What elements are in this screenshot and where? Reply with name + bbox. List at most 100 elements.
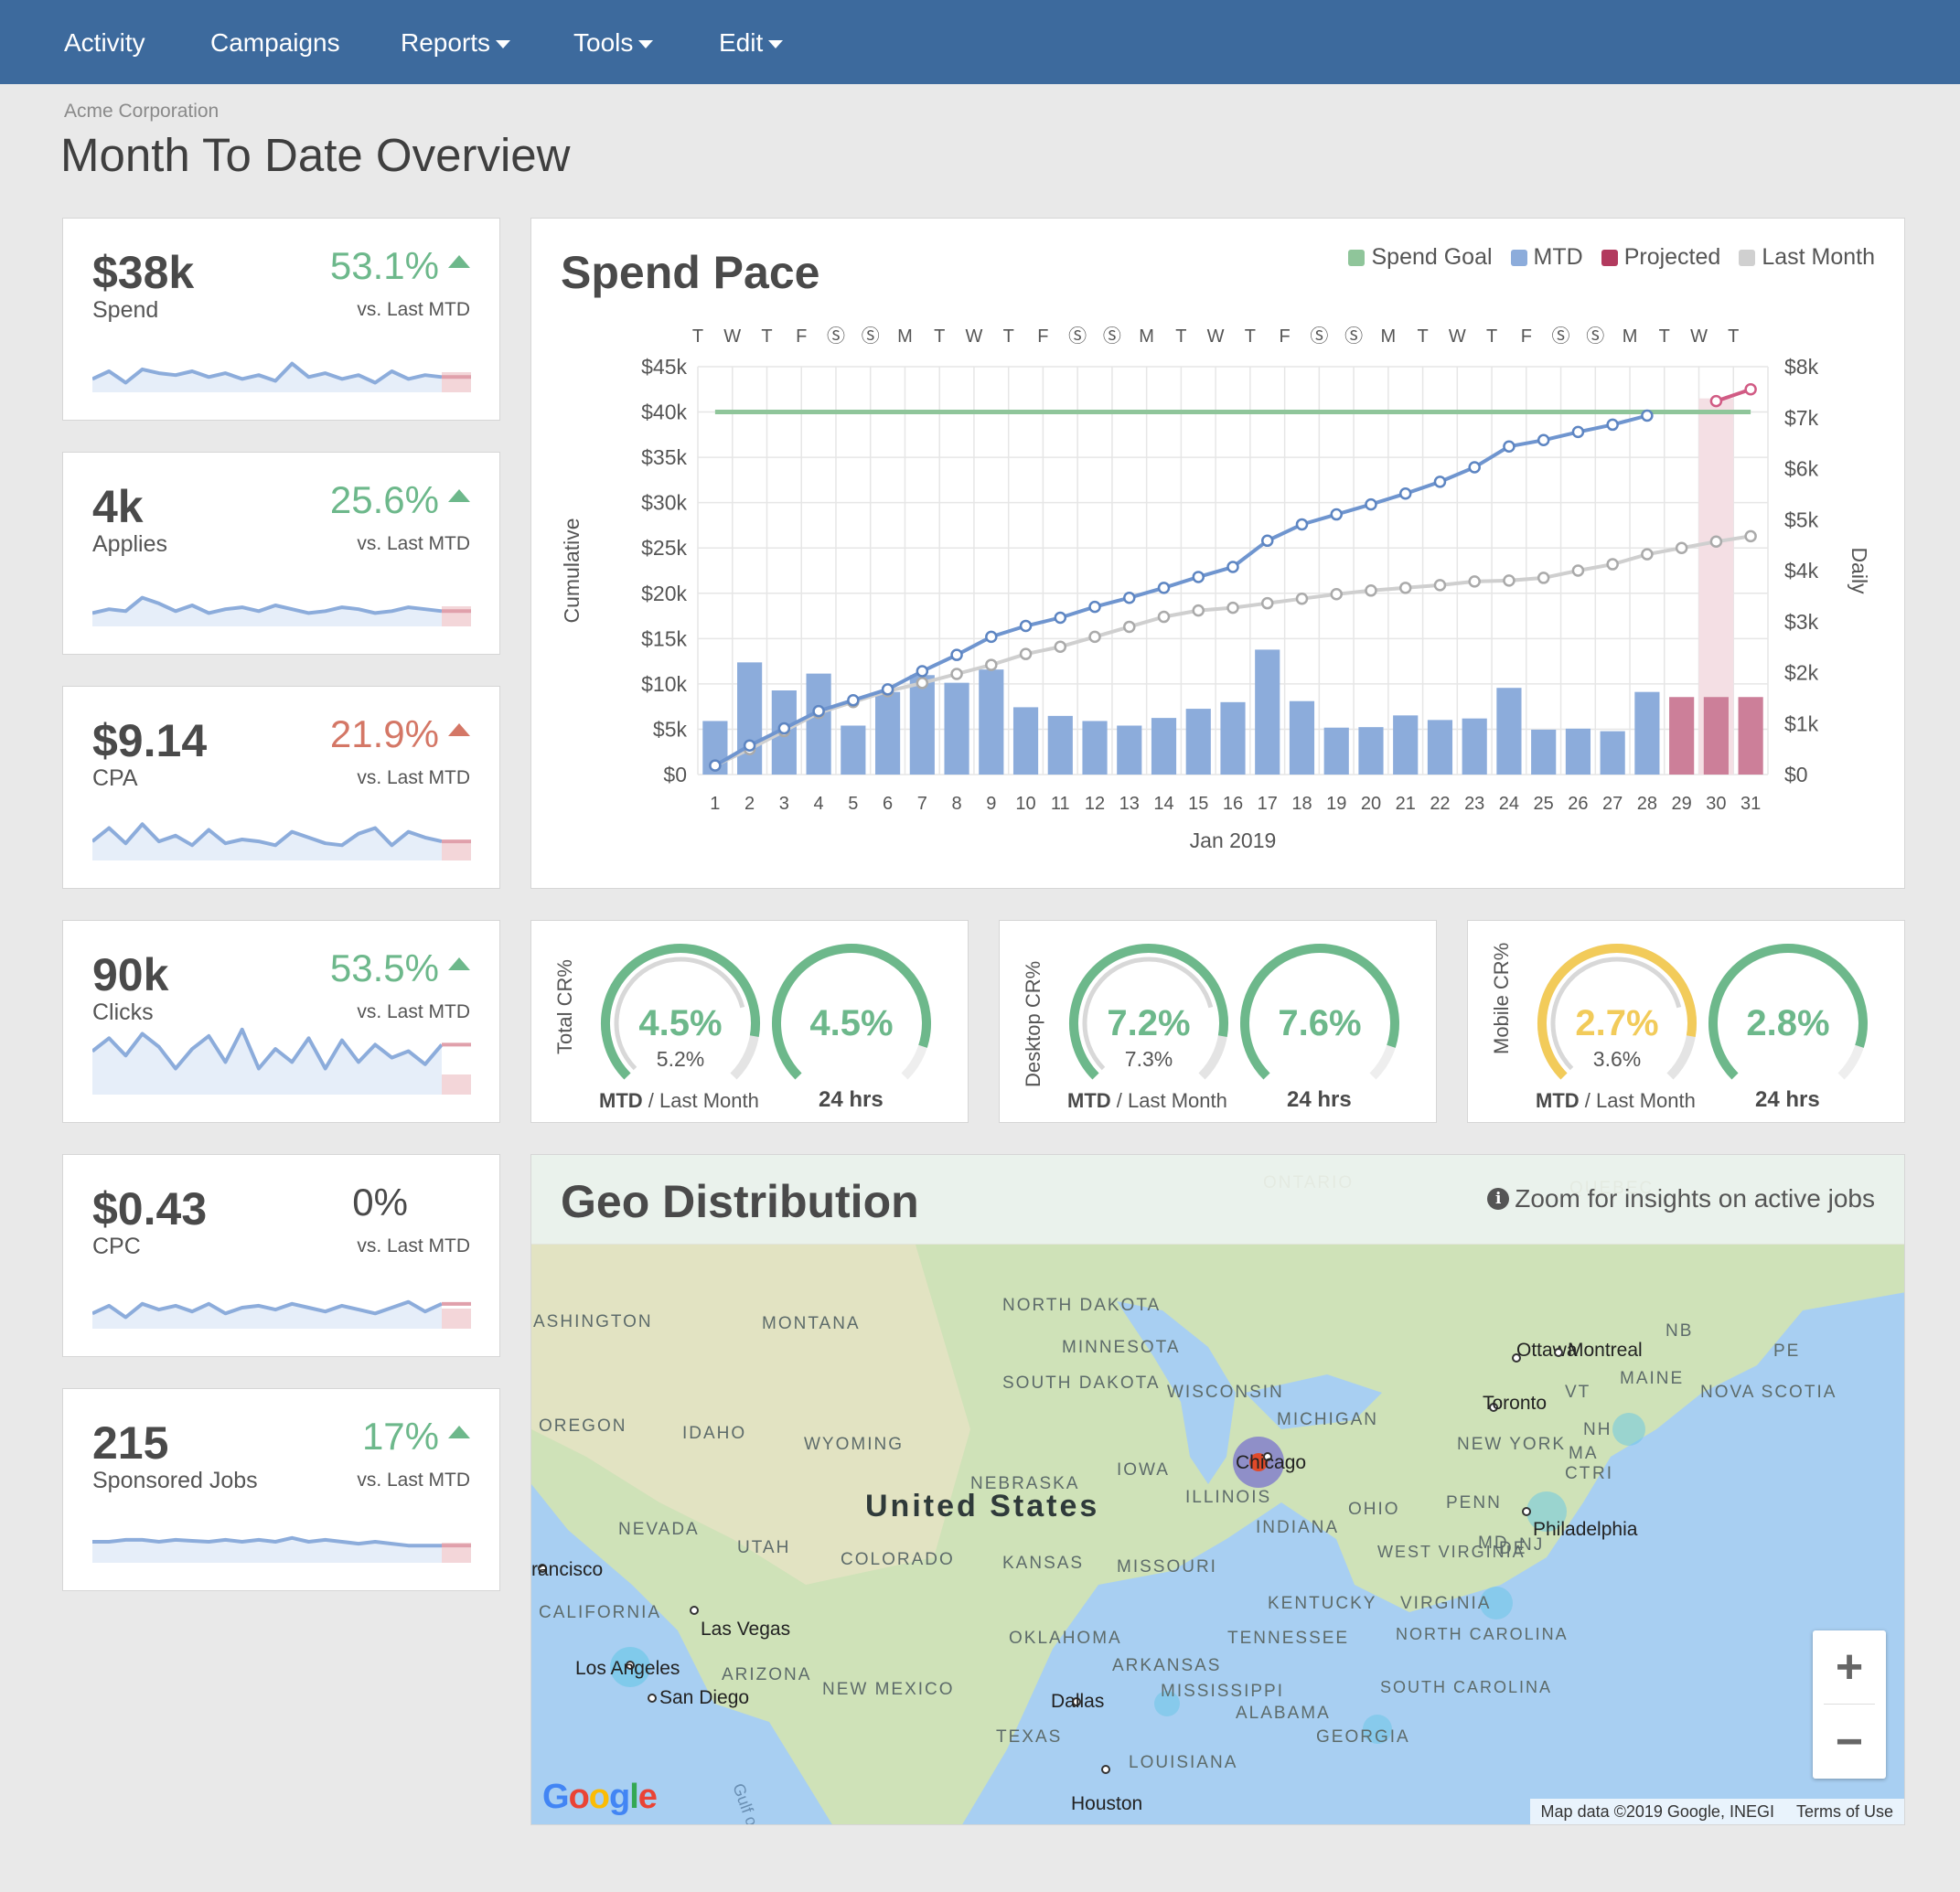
bar-projected[interactable] — [1669, 697, 1695, 775]
bar-mtd[interactable] — [1082, 721, 1108, 775]
mtd-series-point[interactable] — [812, 704, 825, 718]
legend-spend-goal[interactable]: Spend Goal — [1348, 244, 1493, 271]
mtd-series-point[interactable] — [847, 693, 860, 707]
nav-activity[interactable]: Activity — [64, 0, 145, 84]
bar-mtd[interactable] — [1358, 727, 1384, 775]
mtd-series-point[interactable] — [743, 739, 756, 753]
mtd-series-point[interactable] — [1088, 600, 1101, 614]
bar-mtd[interactable] — [1393, 715, 1419, 775]
mtd-series-point[interactable] — [985, 630, 998, 644]
mtd-series-point[interactable] — [1260, 534, 1274, 548]
breadcrumb[interactable]: Acme Corporation — [64, 101, 220, 122]
bar-projected[interactable] — [1738, 697, 1763, 775]
geo-map[interactable]: ONTARIOQUEBECASHINGTONMONTANANORTH DAKOT… — [531, 1155, 1905, 1825]
mtd-series-point[interactable] — [1468, 461, 1481, 474]
last-month-series-point[interactable] — [1192, 604, 1205, 617]
mtd-series-point[interactable] — [1157, 582, 1171, 594]
last-month-series-point[interactable] — [1330, 588, 1343, 601]
terms-of-use-link[interactable]: Terms of Use — [1795, 1801, 1893, 1821]
last-month-series-point[interactable] — [1054, 640, 1067, 654]
mtd-series-point[interactable] — [1537, 433, 1550, 447]
last-month-series-point[interactable] — [1744, 529, 1757, 543]
mtd-series-point[interactable] — [950, 648, 963, 661]
mtd-series-point[interactable] — [1641, 409, 1654, 422]
mtd-series-point[interactable] — [1226, 561, 1239, 573]
kpi-card-cpa[interactable]: $9.14 CPA 21.9% vs. Last MTD — [62, 686, 500, 889]
bar-projected[interactable] — [1703, 697, 1729, 775]
mtd-series-point[interactable] — [1054, 611, 1067, 625]
last-month-series-point[interactable] — [1503, 574, 1516, 587]
kpi-card-sponsored-jobs[interactable]: 215 Sponsored Jobs 17% vs. Last MTD — [62, 1388, 500, 1591]
last-month-series-point[interactable] — [1398, 582, 1412, 594]
last-month-series-point[interactable] — [1571, 564, 1585, 577]
projected-series-point[interactable] — [1709, 394, 1723, 408]
zoom-out-button[interactable]: − — [1835, 1716, 1864, 1769]
last-month-series-point[interactable] — [1260, 596, 1274, 610]
mtd-series-point[interactable] — [777, 722, 791, 735]
last-month-series-point[interactable] — [1226, 601, 1239, 615]
nav-edit[interactable]: Edit — [719, 0, 784, 84]
mtd-series-point[interactable] — [1330, 508, 1343, 521]
mtd-series-point[interactable] — [1571, 425, 1585, 439]
mtd-series-point[interactable] — [1365, 497, 1377, 511]
mtd-series-point[interactable] — [1503, 440, 1516, 453]
bar-mtd[interactable] — [1012, 707, 1039, 775]
nav-reports[interactable]: Reports — [401, 0, 511, 84]
bar-mtd[interactable] — [1151, 718, 1177, 775]
mtd-series-point[interactable] — [1123, 591, 1136, 604]
last-month-series-point[interactable] — [1088, 630, 1101, 644]
kpi-card-cpc[interactable]: $0.43 CPC 0% vs. Last MTD — [62, 1154, 500, 1357]
bar-mtd[interactable] — [1634, 691, 1660, 775]
last-month-series-point[interactable] — [1295, 592, 1309, 605]
bar-mtd[interactable] — [1600, 731, 1625, 775]
bar-mtd[interactable] — [1531, 729, 1557, 775]
bar-mtd[interactable] — [841, 725, 866, 775]
bar-mtd[interactable] — [944, 682, 969, 775]
mtd-series-point[interactable] — [1433, 476, 1447, 488]
last-month-series-point[interactable] — [1641, 548, 1654, 561]
last-month-series-point[interactable] — [985, 658, 998, 671]
bar-mtd[interactable] — [737, 662, 763, 775]
legend-projected[interactable]: Projected — [1601, 244, 1720, 271]
bar-mtd[interactable] — [1496, 688, 1522, 775]
bar-mtd[interactable] — [1117, 725, 1142, 775]
zoom-in-button[interactable]: + — [1835, 1641, 1864, 1694]
bar-mtd[interactable] — [1047, 715, 1073, 775]
bar-mtd[interactable] — [1289, 700, 1315, 775]
bar-mtd[interactable] — [1427, 720, 1453, 775]
last-month-series-point[interactable] — [1709, 535, 1723, 549]
bar-mtd[interactable] — [1462, 718, 1487, 775]
kpi-card-clicks[interactable]: 90k Clicks 53.5% vs. Last MTD — [62, 920, 500, 1123]
bar-mtd[interactable] — [806, 673, 831, 775]
last-month-series-point[interactable] — [1468, 575, 1481, 588]
bar-mtd[interactable] — [979, 669, 1004, 775]
kpi-card-spend[interactable]: $38k Spend 53.1% vs. Last MTD — [62, 218, 500, 421]
bar-mtd[interactable] — [874, 691, 901, 775]
last-month-series-point[interactable] — [1123, 620, 1136, 634]
last-month-series-point[interactable] — [1019, 647, 1033, 660]
bar-mtd[interactable] — [1185, 709, 1211, 775]
mtd-series-point[interactable] — [1295, 518, 1309, 531]
mtd-series-point[interactable] — [1606, 418, 1619, 432]
last-month-series-point[interactable] — [1675, 541, 1688, 554]
last-month-series-point[interactable] — [916, 677, 929, 689]
bar-mtd[interactable] — [1255, 649, 1280, 775]
bar-mtd[interactable] — [1565, 728, 1591, 775]
last-month-series-point[interactable] — [1365, 584, 1377, 597]
last-month-series-point[interactable] — [1537, 572, 1550, 584]
mtd-series-point[interactable] — [916, 665, 929, 678]
kpi-card-applies[interactable]: 4k Applies 25.6% vs. Last MTD — [62, 452, 500, 655]
bar-mtd[interactable] — [1220, 701, 1246, 775]
mtd-series-point[interactable] — [1019, 619, 1033, 633]
last-month-series-point[interactable] — [1433, 579, 1447, 592]
legend-mtd[interactable]: MTD — [1510, 244, 1583, 271]
last-month-series-point[interactable] — [1157, 610, 1171, 624]
nav-campaigns[interactable]: Campaigns — [210, 0, 340, 84]
projected-series-point[interactable] — [1744, 383, 1757, 396]
mtd-series-point[interactable] — [1192, 571, 1205, 583]
last-month-series-point[interactable] — [1606, 558, 1619, 571]
nav-tools[interactable]: Tools — [573, 0, 654, 84]
bar-mtd[interactable] — [1323, 727, 1349, 775]
mtd-series-point[interactable] — [1398, 487, 1412, 500]
legend-last-month[interactable]: Last Month — [1739, 244, 1875, 271]
